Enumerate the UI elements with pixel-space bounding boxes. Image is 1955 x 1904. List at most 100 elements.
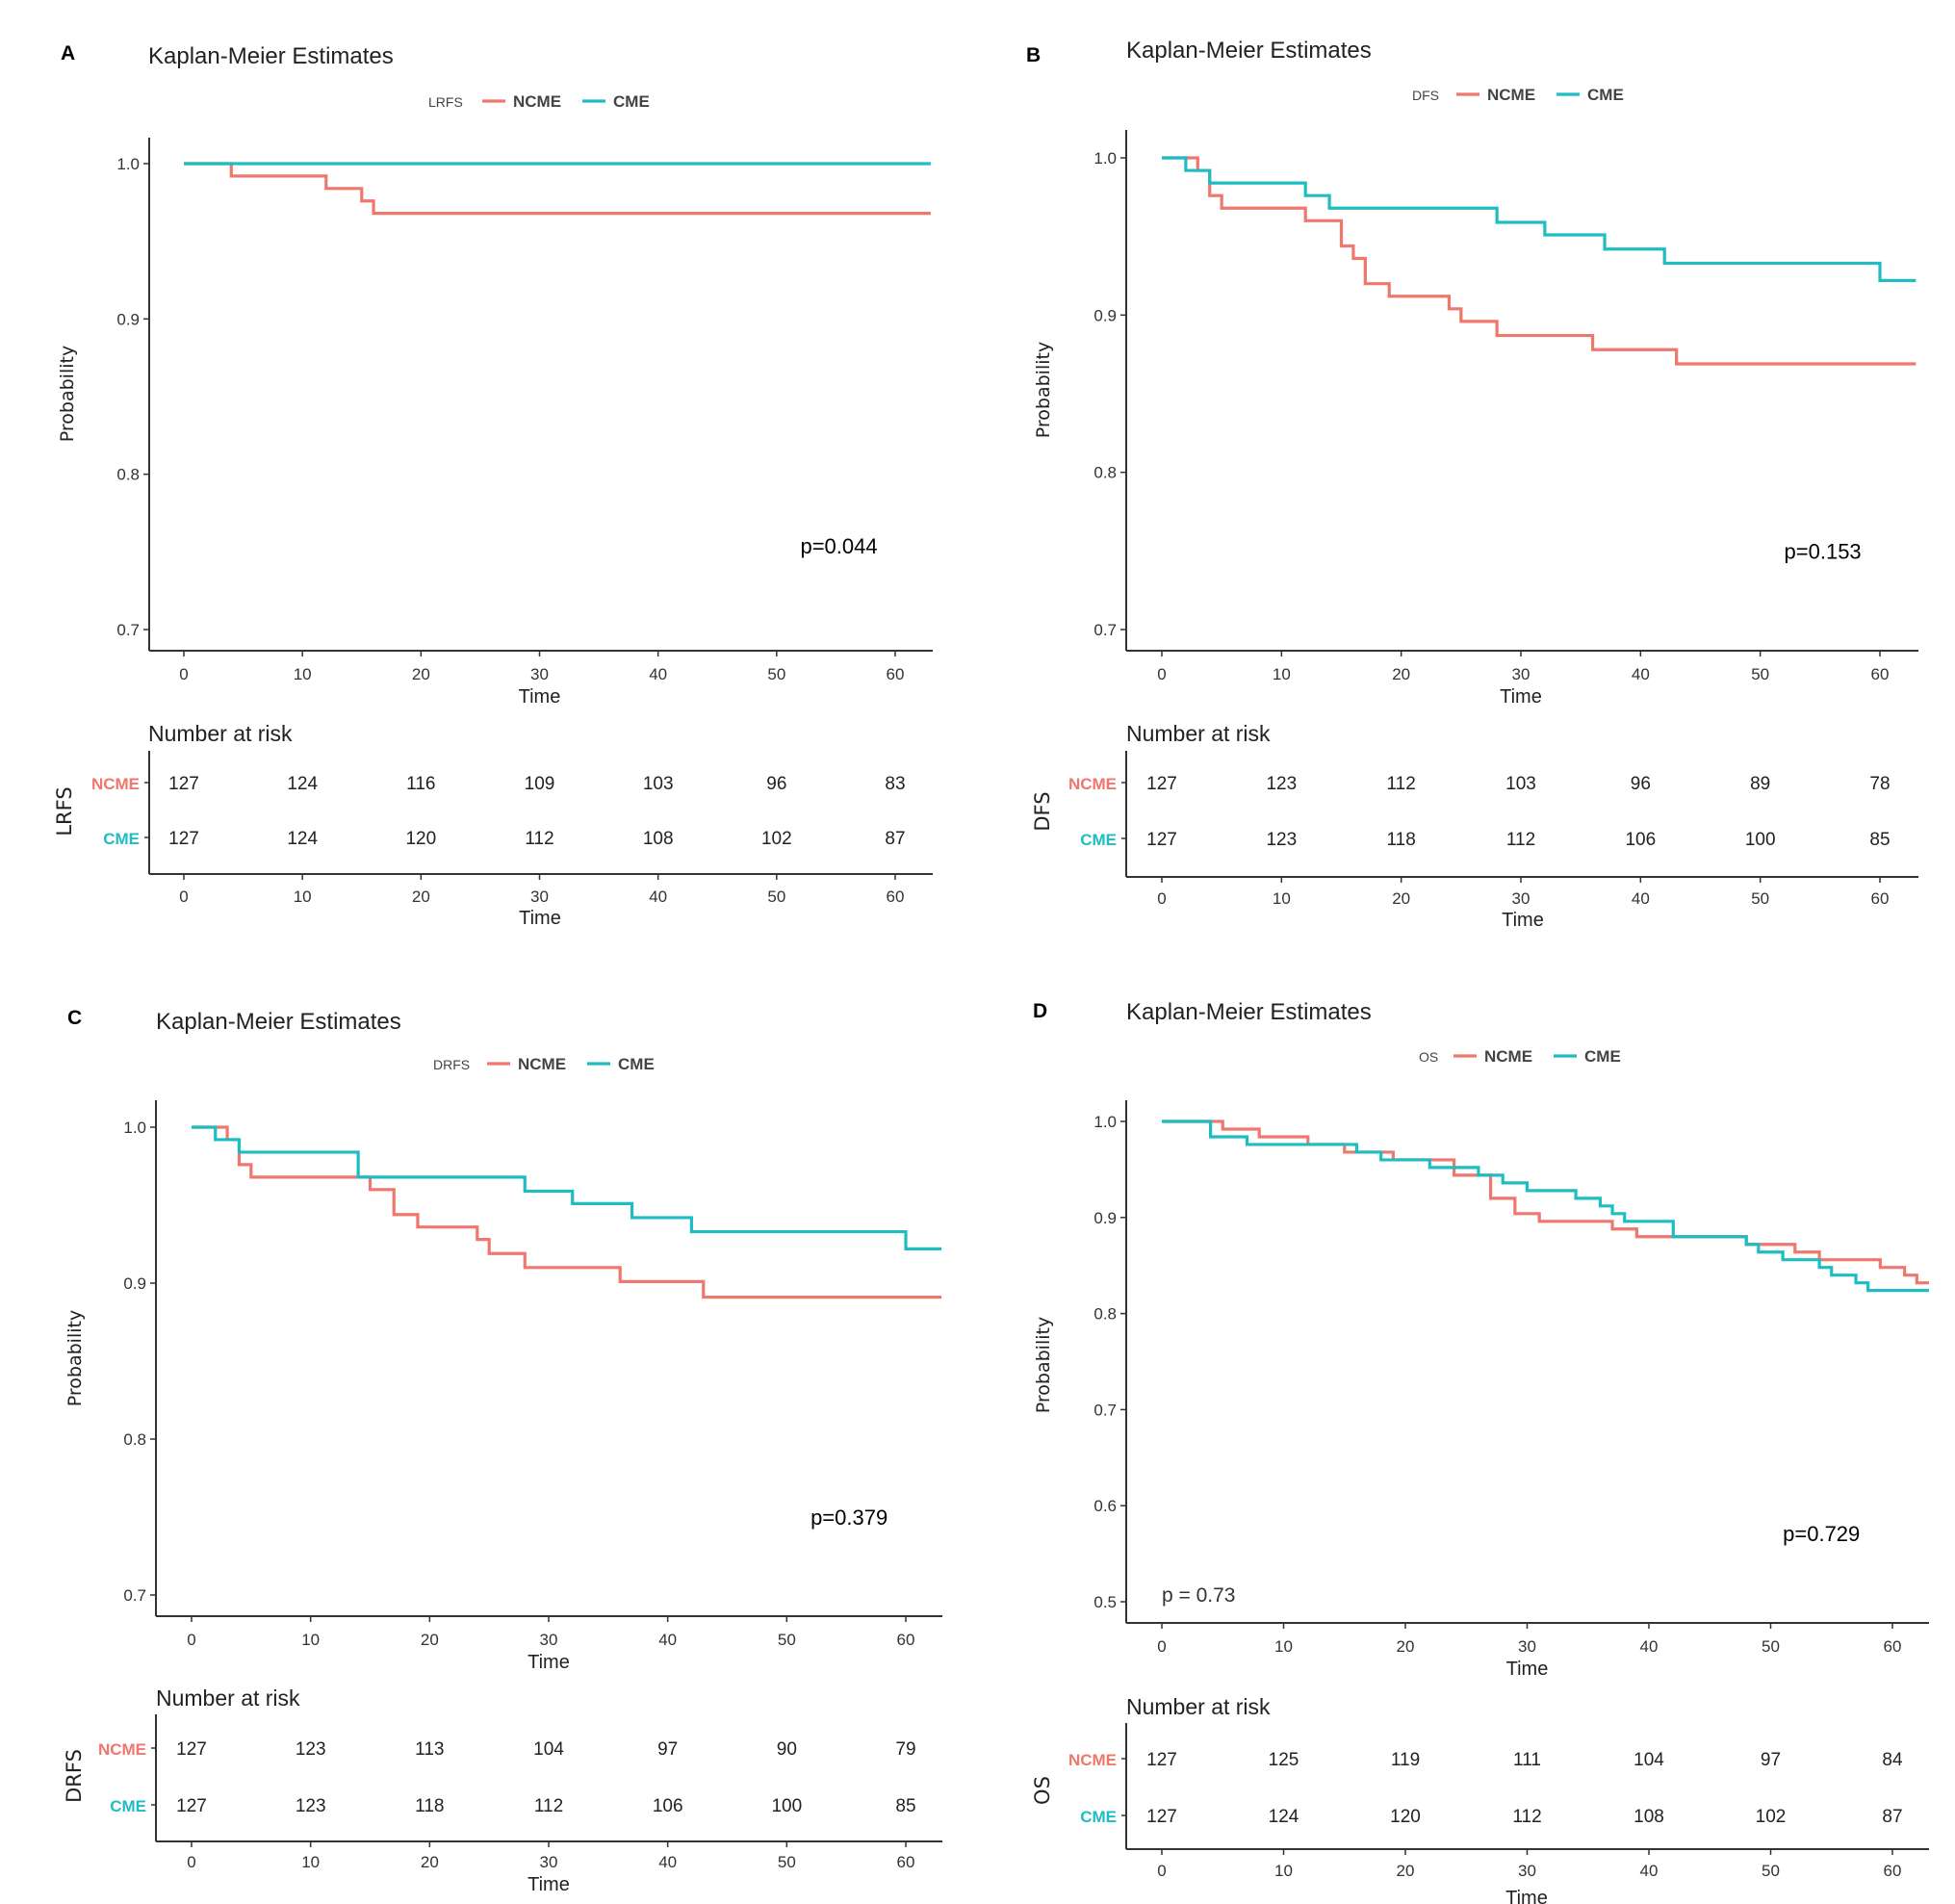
y-axis-title: Probability: [1033, 342, 1054, 438]
risk-count: 108: [1633, 1807, 1664, 1827]
risk-count: 87: [1882, 1807, 1902, 1827]
x-tick-label: 10: [294, 665, 312, 683]
risk-x-tick-label: 40: [1632, 889, 1650, 908]
risk-count: 125: [1269, 1750, 1299, 1770]
x-tick-label: 20: [412, 665, 430, 683]
risk-x-tick-label: 0: [1157, 1862, 1166, 1880]
risk-group-label-cme: CME: [1080, 1808, 1117, 1826]
risk-count: 85: [1869, 830, 1890, 850]
legend: DRFS NCME CME: [433, 1055, 655, 1073]
risk-count: 112: [1506, 830, 1535, 850]
risk-count: 83: [885, 774, 905, 794]
risk-x-tick-label: 0: [1157, 889, 1166, 908]
km-curve-ncme: [192, 1125, 942, 1299]
x-tick-label: 50: [778, 1631, 796, 1649]
x-tick-label: 60: [1871, 665, 1890, 683]
risk-x-axis-title: Time: [1502, 910, 1544, 931]
risk-x-tick-label: 20: [1397, 1862, 1415, 1880]
risk-count: 97: [1761, 1750, 1781, 1770]
x-tick-label: 40: [1640, 1637, 1659, 1656]
risk-count: 89: [1750, 774, 1770, 794]
y-axis-title: Probability: [57, 346, 78, 442]
km-curve-cme: [1162, 1119, 1929, 1293]
risk-x-tick-label: 50: [1751, 889, 1769, 908]
risk-count: 118: [1387, 830, 1416, 850]
risk-x-axis-title: Time: [527, 1874, 570, 1895]
risk-group-label-ncme: NCME: [1068, 775, 1117, 793]
risk-table-title: Number at risk: [1126, 721, 1271, 746]
risk-count: 123: [1266, 830, 1297, 850]
y-tick-label: 0.8: [1093, 1305, 1117, 1324]
x-tick-label: 40: [1632, 665, 1650, 683]
y-tick-label: 1.0: [116, 155, 140, 173]
risk-count: 85: [895, 1796, 915, 1816]
risk-count: 111: [1513, 1750, 1541, 1770]
risk-count: 123: [296, 1739, 326, 1760]
risk-table-title: Number at risk: [156, 1685, 300, 1711]
y-tick-label: 0.7: [1093, 1401, 1117, 1419]
legend: OS NCME CME: [1419, 1047, 1621, 1066]
x-axis-title: Time: [519, 686, 561, 708]
risk-strata-label: OS: [1031, 1776, 1054, 1805]
legend-title: OS: [1419, 1049, 1438, 1065]
x-tick-label: 60: [1884, 1637, 1902, 1656]
panel-c: C Kaplan-Meier Estimates DRFS NCME CME 0.7 0.8…: [63, 1007, 942, 1895]
y-tick-label: 1.0: [123, 1119, 146, 1137]
risk-count: 113: [415, 1739, 444, 1760]
risk-x-tick-label: 60: [897, 1853, 915, 1871]
legend: DFS NCME CME: [1412, 86, 1624, 104]
risk-x-tick-label: 40: [658, 1853, 677, 1871]
km-curve-cme: [1162, 156, 1916, 282]
chart-title: Kaplan-Meier Estimates: [156, 1009, 401, 1035]
x-tick-label: 10: [301, 1631, 320, 1649]
risk-x-tick-label: 60: [1884, 1862, 1902, 1880]
x-tick-label: 10: [1273, 665, 1291, 683]
risk-x-tick-label: 30: [540, 1853, 558, 1871]
risk-group-label-cme: CME: [110, 1797, 146, 1815]
risk-x-tick-label: 30: [530, 888, 549, 906]
risk-x-tick-label: 10: [301, 1853, 320, 1871]
risk-count: 112: [1387, 774, 1416, 794]
risk-x-tick-label: 30: [1512, 889, 1531, 908]
risk-group-label-cme: CME: [1080, 831, 1117, 849]
risk-count: 127: [1146, 1750, 1177, 1770]
risk-count: 127: [168, 829, 199, 849]
risk-table: Number at risk NCME 127 123 112 103 96 89 78 CME 1…: [1031, 721, 1918, 931]
y-axis-title: Probability: [1033, 1317, 1054, 1413]
x-axis-title: Time: [527, 1652, 570, 1673]
risk-x-axis-title: Time: [1505, 1888, 1548, 1904]
risk-table: Number at risk NCME 127 124 116 109 103 96 83 CME…: [53, 721, 933, 929]
p-value-annotation: p=0.153: [1785, 540, 1862, 564]
risk-count: 102: [761, 829, 792, 849]
risk-group-label-ncme: NCME: [1068, 1751, 1117, 1769]
y-tick-label: 0.9: [116, 310, 140, 328]
risk-count: 87: [885, 829, 905, 849]
risk-count: 123: [296, 1796, 326, 1816]
legend-label-cme: CME: [1587, 86, 1624, 104]
y-tick-label: 0.8: [116, 466, 140, 484]
risk-x-tick-label: 50: [767, 888, 785, 906]
legend-label-ncme: NCME: [513, 92, 561, 111]
risk-count: 104: [1633, 1750, 1664, 1770]
chart-title: Kaplan-Meier Estimates: [1126, 38, 1372, 64]
y-tick-label: 0.7: [1093, 621, 1117, 639]
risk-count: 120: [1390, 1807, 1421, 1827]
risk-count: 127: [1146, 1807, 1177, 1827]
risk-count: 112: [525, 829, 553, 849]
risk-count: 123: [1266, 774, 1297, 794]
risk-count: 124: [1269, 1807, 1299, 1827]
risk-count: 127: [1146, 774, 1177, 794]
y-tick-label: 0.7: [123, 1586, 146, 1605]
risk-count: 127: [1146, 830, 1177, 850]
y-tick-label: 0.9: [1093, 306, 1117, 324]
risk-count: 127: [168, 774, 199, 794]
y-tick-label: 0.6: [1093, 1497, 1117, 1515]
risk-count: 96: [1631, 774, 1651, 794]
x-axis-title: Time: [1500, 686, 1542, 708]
panel-letter: D: [1033, 1000, 1047, 1022]
risk-count: 102: [1756, 1807, 1787, 1827]
risk-x-tick-label: 60: [887, 888, 905, 906]
x-tick-label: 0: [1157, 665, 1166, 683]
y-tick-label: 0.9: [123, 1274, 146, 1293]
x-tick-label: 20: [1392, 665, 1410, 683]
